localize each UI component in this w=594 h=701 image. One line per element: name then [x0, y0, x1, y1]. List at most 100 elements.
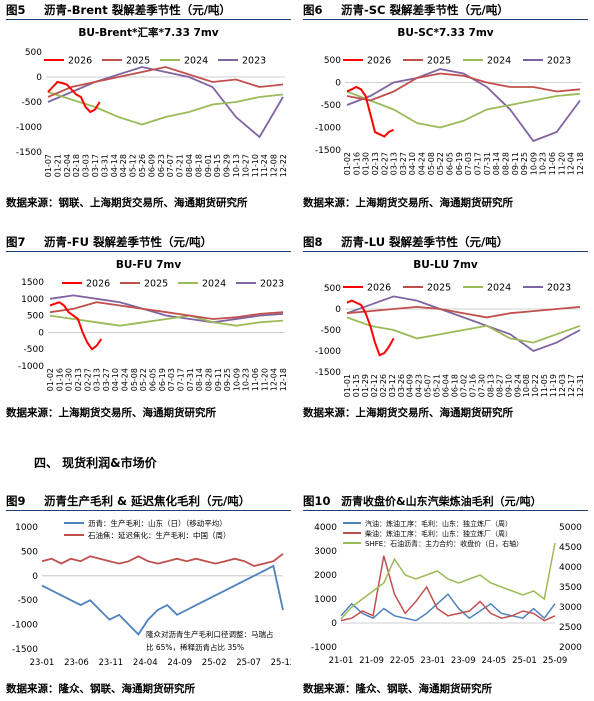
x-tick-label: 24-05: [482, 656, 507, 666]
x-tick-label: 24-09: [167, 658, 192, 668]
y-tick-label: 1500: [21, 278, 44, 288]
fig7-source: 数据来源：上海期货交易所、海通期货研究所: [6, 407, 216, 419]
x-tick-label: 02-18: [72, 154, 81, 177]
chart-fig6: BU-SC*7.33 7mv 2026 2025 2024 2023 500 0 -500 -1…: [315, 27, 585, 175]
x-tick-label: 23-09: [451, 656, 476, 666]
x-tick-label: 05-22: [139, 368, 148, 391]
y-tick-label: -1500: [315, 368, 341, 378]
x-tick-label: 09-29: [223, 154, 232, 177]
series-line-2026: [346, 299, 395, 357]
x-tick-label: 08-04: [185, 154, 194, 177]
fig10-rule: [303, 510, 588, 511]
series-line-2023: [346, 295, 581, 353]
x-tick-label: 03-17: [91, 154, 100, 177]
annotation-line: 比 65%，稀释沥青占比 35%: [146, 642, 244, 652]
chart-fig5: BU-Brent*汇率*7.33 7mv 2026 2025 2024 2023 500 0…: [16, 26, 288, 177]
chart-fig9: 1000 500 0 -500 -1000 -1500 23-01 23-06 23-11 24-…: [12, 518, 291, 668]
legend-label-2025: 2025: [427, 56, 451, 67]
x-tick-label: 08-18: [194, 154, 203, 177]
x-tick-label: 22-05: [390, 656, 415, 666]
legend-label-2026: 2026: [367, 283, 391, 294]
chart-title: BU-LU 7mv: [413, 259, 478, 271]
x-tick-label: 10-23: [539, 152, 548, 175]
y-tick-label: -1000: [12, 621, 38, 631]
legend-label-2026: 2026: [86, 279, 110, 290]
x-tick-label: 03-26: [397, 374, 406, 397]
x-tick-label: 24-04: [133, 658, 158, 668]
y2-tick-label: 4500: [559, 543, 582, 553]
y-tick-label: 2000: [314, 571, 337, 581]
x-tick-label: 11-20: [260, 368, 269, 391]
series-line-2025: [47, 66, 284, 98]
x-tick-label: 06-23: [157, 154, 166, 177]
fig5-rule: [6, 19, 291, 20]
section-heading: 四、 现货利润&市场价: [34, 456, 157, 470]
x-tick-label: 01-29: [361, 374, 370, 397]
x-tick-label: 11-06: [251, 368, 260, 391]
fig9-rule: [6, 510, 291, 511]
x-tick-label: 03-03: [82, 154, 91, 177]
x-tick-label: 23-06: [64, 658, 89, 668]
series-line-asphalt-margin: [41, 564, 284, 636]
fig8-rule: [303, 251, 588, 252]
x-tick-label: 03-13: [390, 152, 399, 175]
legend-label-2023: 2023: [260, 279, 284, 290]
y-tick-label: -500: [18, 596, 39, 606]
x-tick-label: 06-09: [147, 154, 156, 177]
x-tick-label: 02-27: [83, 368, 92, 391]
x-tick-label: 12-04: [270, 368, 279, 391]
x-tick-label: 09-11: [214, 368, 223, 391]
x-tick-label: 21-09: [359, 656, 384, 666]
x-tick-label: 06-18: [451, 374, 460, 397]
x-tick-label: 02-04: [63, 154, 72, 177]
fig9-source: 数据来源：隆众、钢联、海通期货研究所: [6, 683, 195, 695]
series-line-2023: [346, 68, 581, 143]
legend-label-2023: 2023: [242, 56, 266, 67]
y-tick-label: -1500: [12, 645, 38, 655]
series-line-2024: [49, 314, 284, 327]
series-line-2023: [49, 294, 284, 324]
x-tick-label: 01-30: [362, 152, 371, 175]
y-tick-label: -1500: [16, 148, 42, 158]
x-tick-label: 12-18: [576, 152, 585, 175]
x-tick-label: 10-23: [242, 368, 251, 391]
x-tick-label: 06-05: [149, 368, 158, 391]
y-tick-label: -500: [24, 345, 45, 355]
y-tick-label: -1500: [315, 146, 341, 156]
x-tick-label: 04-10: [408, 152, 417, 175]
y-tick-label: 0: [331, 619, 337, 629]
x-tick-label: 04-09: [406, 374, 415, 397]
y-tick-label: -1000: [315, 124, 341, 134]
x-tick-label: 04-28: [119, 154, 128, 177]
series-line-2025: [346, 72, 581, 102]
legend-label: 石油焦：延迟焦化：生产毛利：中国（周）: [88, 530, 231, 540]
legend-label: 汽油：炼油工序：毛利：山东：独立炼厂（周）: [365, 519, 512, 528]
fig9-title: 沥青生产毛利 & 延迟焦化毛利（元/吨）: [44, 494, 251, 508]
legend-label-2024: 2024: [184, 56, 208, 67]
x-tick-label: 12-08: [270, 154, 279, 177]
x-tick-label: 08-28: [204, 368, 213, 391]
x-tick-label: 05-12: [129, 154, 138, 177]
x-tick-label: 01-15: [352, 374, 361, 397]
y-tick-label: 4000: [314, 523, 337, 533]
x-tick-label: 03-13: [93, 368, 102, 391]
legend: 2026 2025 2024 2023: [62, 279, 284, 290]
x-tick-label: 01-07: [44, 154, 53, 177]
fig10-title: 沥青收盘价&山东汽柴炼油毛利（元/吨）: [341, 495, 542, 508]
y-tick-label: 0: [335, 79, 341, 89]
x-tick-label: 06-19: [158, 368, 167, 391]
x-tick-label: 07-07: [166, 154, 175, 177]
series-line-bitumen-close: [340, 542, 556, 620]
x-tick-label: 09-25: [223, 368, 232, 391]
annotation-text: 隆众对沥青生产毛利口径调整：马瑞占比 65%，稀释沥青占比 35%: [146, 629, 274, 652]
x-tick-label: 06-05: [446, 152, 455, 175]
legend: 2026 2025 2024 2023: [44, 56, 266, 67]
x-tick-label: 07-31: [483, 152, 492, 175]
x-tick-label: 25-02: [202, 658, 227, 668]
series-line-2026: [346, 85, 395, 138]
x-tick-label: 25-09: [543, 656, 568, 666]
y-tick-label: 3000: [314, 547, 337, 557]
x-tick-label: 10-09: [232, 368, 241, 391]
series-line-2023: [47, 66, 284, 139]
x-tick-label: 04-24: [121, 368, 130, 391]
